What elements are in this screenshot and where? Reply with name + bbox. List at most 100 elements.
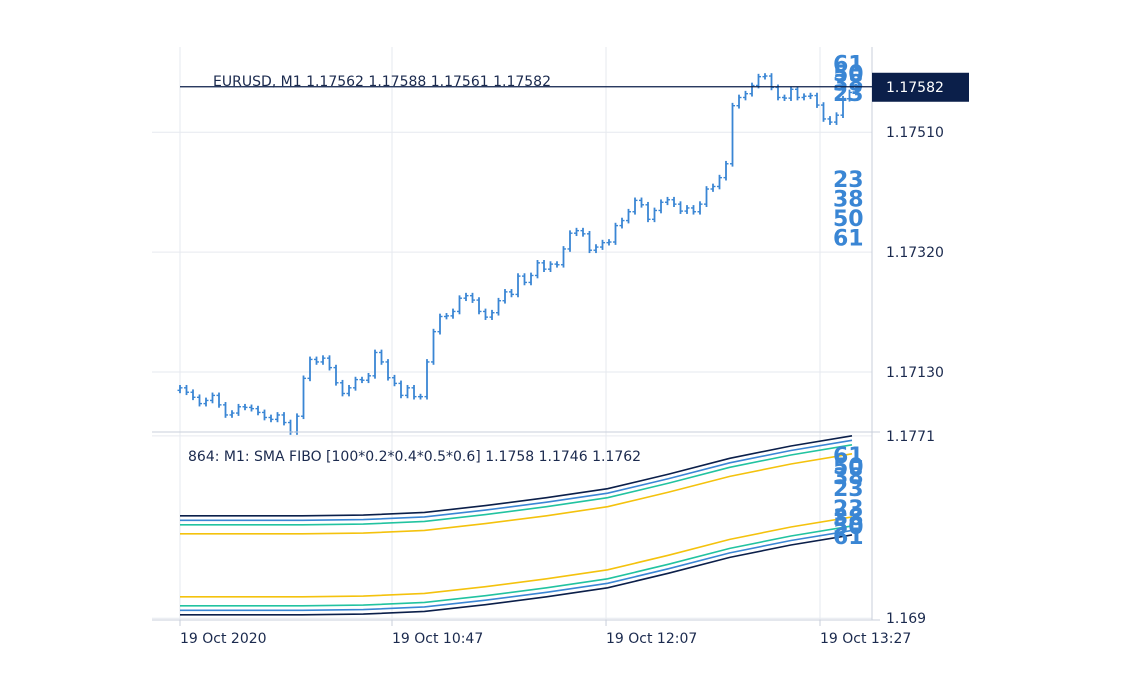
price-bar xyxy=(288,419,293,435)
price-bar xyxy=(463,292,469,302)
indicator-lower-label: 61 xyxy=(833,525,864,550)
price-bar xyxy=(405,384,410,399)
sma-fibo-lines xyxy=(180,435,853,616)
price-bar xyxy=(281,412,287,426)
price-bar xyxy=(730,102,735,167)
price-bar xyxy=(665,196,670,206)
price-bar xyxy=(606,239,612,246)
price-bar xyxy=(710,183,716,192)
price-bar xyxy=(327,355,332,371)
price-bar xyxy=(320,355,326,365)
indicator-upper-label: 61 xyxy=(833,444,864,469)
fibo-upper-label: 23 xyxy=(833,82,864,107)
price-bar xyxy=(177,384,183,394)
price-bar xyxy=(671,196,677,207)
price-bar xyxy=(613,222,618,245)
price-bar xyxy=(723,160,729,181)
price-bar xyxy=(522,273,527,286)
sma-fibo-line xyxy=(180,453,853,535)
main-chart-title: EURUSD, M1 1.17562 1.17588 1.17561 1.175… xyxy=(213,74,551,90)
price-bar xyxy=(626,208,631,224)
price-bar xyxy=(684,205,690,214)
price-bar xyxy=(366,372,371,384)
price-bar xyxy=(301,375,306,420)
sma-fibo-line xyxy=(180,435,853,517)
price-bar xyxy=(658,199,664,214)
indicator-lower-label: 50 xyxy=(833,515,864,540)
price-bars xyxy=(177,73,859,435)
price-bar xyxy=(236,403,241,416)
indicator-lower-label: 23 xyxy=(833,497,864,522)
price-bar xyxy=(398,380,404,399)
price-bar xyxy=(457,295,462,315)
price-bar xyxy=(574,227,579,237)
x-tick-label: 19 Oct 2020 xyxy=(180,631,267,647)
price-bar xyxy=(249,404,254,412)
indicator-upper-label: 50 xyxy=(833,455,864,480)
sma-fibo-line xyxy=(180,439,853,522)
price-bar xyxy=(808,92,813,100)
price-bar xyxy=(307,356,313,382)
sma-fibo-line xyxy=(180,534,853,616)
fibo-upper-label: 61 xyxy=(833,52,864,77)
price-bar xyxy=(691,205,696,215)
indicator-y-tick-label: 1.1771 xyxy=(886,429,935,445)
price-bar xyxy=(216,392,222,408)
price-bar xyxy=(242,403,248,411)
price-bar xyxy=(197,394,202,407)
x-tick-label: 19 Oct 12:07 xyxy=(606,631,697,647)
price-bar xyxy=(509,289,514,298)
price-bar xyxy=(704,186,709,207)
price-bar xyxy=(587,230,592,254)
price-bar xyxy=(567,230,573,252)
price-bar xyxy=(431,328,436,365)
price-bar xyxy=(392,374,397,387)
price-bar xyxy=(548,261,553,273)
axes: 1.17510 1.17320 1.17130 1.1771 1.169 19 Oct 2… xyxy=(152,47,944,647)
price-bar xyxy=(541,260,547,273)
indicator-upper-label: 23 xyxy=(833,477,864,502)
price-bar xyxy=(184,384,189,396)
price-bar xyxy=(489,309,495,320)
price-bar xyxy=(411,384,417,400)
price-bar xyxy=(333,364,339,386)
price-bar xyxy=(619,217,625,229)
fibo-lower-label: 61 xyxy=(833,227,864,252)
price-bar xyxy=(359,376,365,384)
fibo-lower-label: 50 xyxy=(833,207,864,232)
price-bar xyxy=(840,95,846,119)
current-price-tag xyxy=(872,72,969,102)
price-bar xyxy=(814,92,820,108)
price-bar xyxy=(229,410,235,418)
price-bar xyxy=(450,308,456,319)
price-bar xyxy=(756,73,761,89)
indicator-title: 864: M1: SMA FIBO [100*0.2*0.4*0.5*0.6] … xyxy=(188,449,641,465)
price-bar xyxy=(821,102,826,122)
price-bar xyxy=(340,379,345,397)
price-bar xyxy=(632,197,638,215)
price-bar xyxy=(190,389,196,401)
price-bar xyxy=(535,260,540,279)
price-bar xyxy=(483,308,488,320)
price-bar xyxy=(418,393,423,400)
price-bar xyxy=(834,112,839,125)
price-bar xyxy=(749,82,755,97)
indicator-upper-label: 38 xyxy=(833,465,864,490)
price-bar xyxy=(353,376,358,391)
price-bar xyxy=(717,174,722,190)
price-bar xyxy=(210,392,215,404)
price-bar xyxy=(554,261,560,268)
main-y-tick-label: 1.17130 xyxy=(886,365,944,381)
price-bar xyxy=(437,313,443,335)
price-bar xyxy=(314,356,319,365)
price-bar xyxy=(697,201,703,215)
price-bar xyxy=(476,297,482,315)
price-bar xyxy=(736,94,742,109)
price-bar xyxy=(385,359,391,381)
price-bar xyxy=(801,93,807,101)
grid-lines xyxy=(152,47,872,625)
fibo-lower-label: 23 xyxy=(833,168,864,193)
price-bar xyxy=(827,116,833,125)
